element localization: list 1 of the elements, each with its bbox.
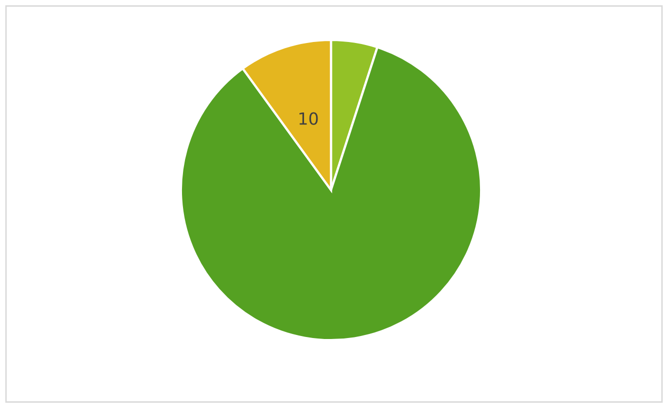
data-label: 10	[299, 112, 318, 125]
